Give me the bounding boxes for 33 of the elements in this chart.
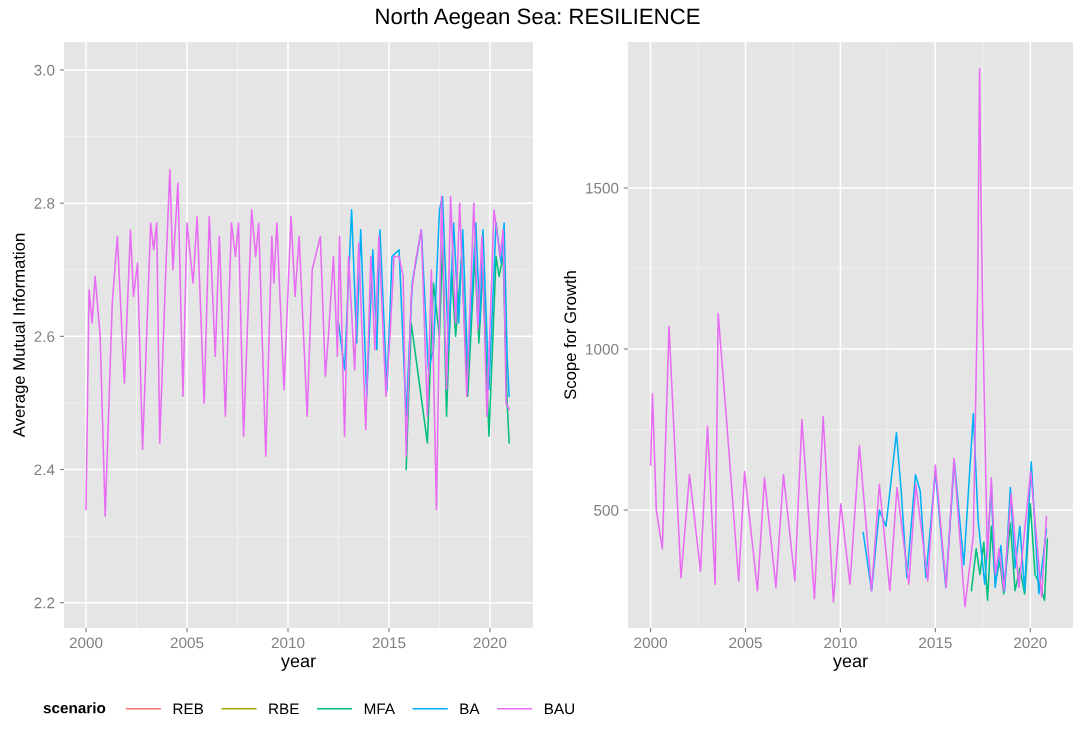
x-axis-title: year <box>832 657 868 671</box>
x-tick-label: 2015 <box>919 637 952 649</box>
y-axis-title: Scope for Growth <box>563 271 580 400</box>
legend-title: scenario <box>43 702 106 714</box>
x-axis-title: year <box>280 657 316 671</box>
x-tick-label: 2015 <box>372 637 406 649</box>
x-tick-label: 2005 <box>729 637 762 649</box>
x-tick-label: 2020 <box>1014 637 1047 649</box>
x-tick-label: 2005 <box>170 637 204 649</box>
legend-label: REB <box>173 703 204 715</box>
y-tick-label: 2.6 <box>34 331 55 343</box>
legend-label: RBE <box>269 703 299 715</box>
legend-label: BAU <box>545 703 574 715</box>
x-tick-label: 2000 <box>634 637 667 649</box>
y-tick-label: 2.8 <box>34 198 55 209</box>
y-tick-label: 3.0 <box>34 64 55 76</box>
y-axis-title: Average Mutual Information <box>12 233 29 438</box>
x-tick-label: 2000 <box>69 637 103 649</box>
line-series <box>85 169 510 517</box>
x-tick-label: 2010 <box>271 637 305 649</box>
y-tick-label: 2.2 <box>34 597 55 609</box>
x-tick-label: 2010 <box>824 637 857 649</box>
legend-label: MFA <box>364 703 395 715</box>
y-tick-label: 500 <box>594 504 619 516</box>
line-series <box>970 502 1049 602</box>
y-tick-label: 2.4 <box>34 464 55 476</box>
y-tick-label: 1000 <box>586 343 619 355</box>
line-series <box>649 67 1048 608</box>
line-series <box>337 195 510 418</box>
x-tick-label: 2020 <box>473 637 507 649</box>
chart-title: North Aegean Sea: RESILIENCE <box>376 7 700 29</box>
legend-label: BA <box>460 703 480 715</box>
y-tick-label: 1500 <box>586 182 619 194</box>
